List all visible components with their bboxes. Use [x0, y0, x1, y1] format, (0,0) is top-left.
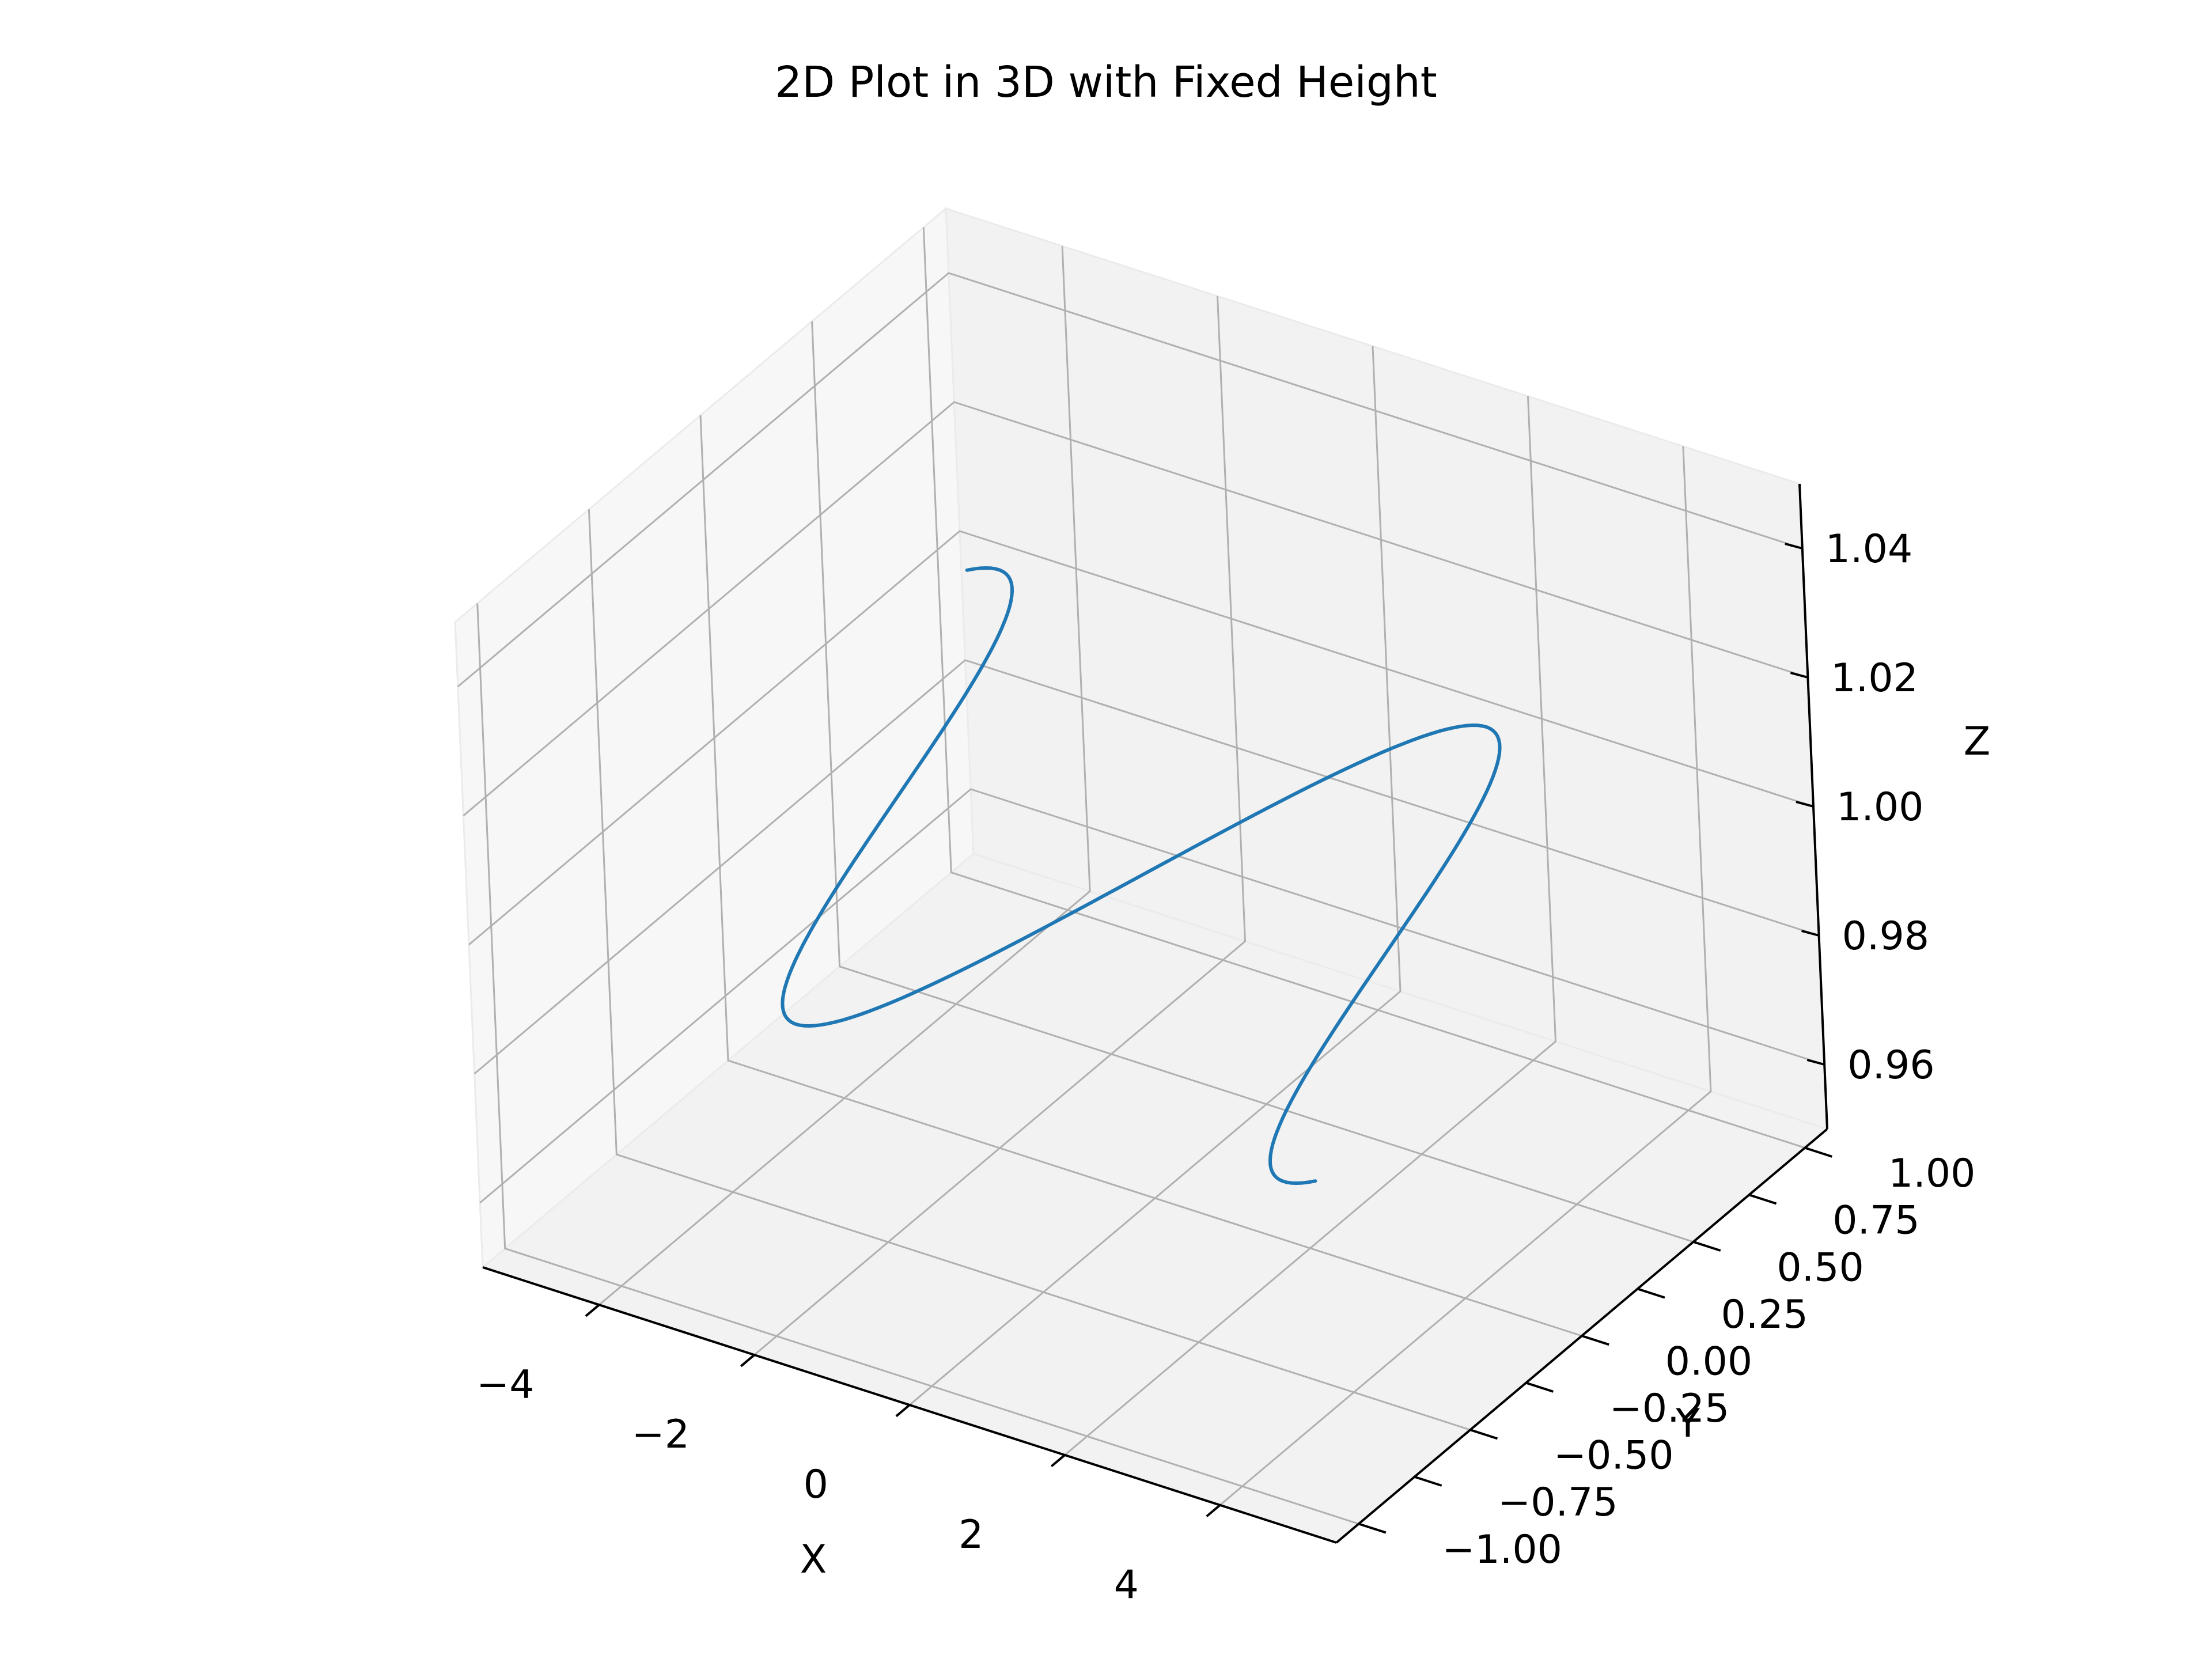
- x-tick-mark: [895, 1404, 911, 1418]
- z-tick-mark: [1790, 672, 1808, 679]
- x-tick-mark: [1206, 1504, 1221, 1517]
- x-gridline: [599, 246, 1091, 1306]
- x-tick-label: 4: [1114, 1562, 1139, 1608]
- tick-marks: −4−2024−1.00−0.75−0.50−0.250.000.250.500…: [476, 527, 1975, 1608]
- y-gridline: [922, 227, 1805, 1149]
- y-tick-label: 0.75: [1832, 1198, 1919, 1244]
- z-tick-label: 1.00: [1836, 785, 1923, 830]
- series-line: [781, 566, 1502, 1185]
- z-tick-label: 0.98: [1842, 914, 1929, 959]
- y-tick-mark: [1581, 1335, 1609, 1346]
- chart-title: 2D Plot in 3D with Fixed Height: [775, 58, 1437, 107]
- y-tick-label: 1.00: [1888, 1151, 1975, 1196]
- y-axis-label: Y: [1675, 1401, 1700, 1446]
- z-gridline: [457, 272, 1803, 688]
- z-gridline: [474, 659, 1820, 1075]
- x-gridline: [909, 346, 1402, 1406]
- x-tick-mark: [1050, 1454, 1066, 1468]
- y-tick-label: 0.00: [1665, 1339, 1752, 1385]
- y-gridline: [476, 603, 1359, 1525]
- z-gridline: [463, 401, 1808, 817]
- z-axis-label: Z: [1964, 719, 1991, 764]
- z-tick-mark: [1796, 801, 1814, 808]
- y-tick-label: −0.75: [1498, 1480, 1618, 1525]
- x-gridline: [753, 296, 1247, 1356]
- z-gridline: [479, 788, 1825, 1204]
- x-axis-label: X: [800, 1537, 827, 1582]
- y-tick-mark: [1693, 1240, 1721, 1252]
- y-tick-mark: [1414, 1475, 1442, 1487]
- x-tick-label: −2: [632, 1412, 690, 1457]
- z-tick-mark: [1806, 1059, 1825, 1066]
- y-tick-label: −0.50: [1554, 1433, 1673, 1479]
- x-tick-label: 0: [804, 1462, 828, 1508]
- z-tick-label: 1.04: [1825, 527, 1912, 572]
- gridlines: [457, 227, 1825, 1525]
- z-tick-label: 1.02: [1831, 656, 1918, 701]
- y-gridline: [699, 415, 1582, 1337]
- x-gridline: [1219, 446, 1712, 1506]
- y-tick-label: −0.25: [1609, 1386, 1729, 1431]
- z-tick-mark: [1785, 543, 1803, 550]
- series-group: [781, 566, 1502, 1185]
- y-tick-mark: [1804, 1146, 1833, 1158]
- y-gridline: [811, 321, 1694, 1243]
- y-tick-mark: [1525, 1381, 1554, 1393]
- y-tick-mark: [1358, 1522, 1387, 1534]
- z-tick-mark: [1801, 930, 1820, 937]
- z-tick-label: 0.96: [1847, 1043, 1934, 1088]
- y-tick-label: 0.50: [1777, 1245, 1863, 1290]
- x-tick-mark: [585, 1304, 600, 1317]
- y-tick-label: −1.00: [1442, 1527, 1562, 1573]
- y-tick-mark: [1748, 1194, 1777, 1205]
- y-gridline: [588, 509, 1471, 1431]
- x-tick-mark: [740, 1354, 755, 1368]
- x-gridline: [1064, 396, 1557, 1456]
- y-tick-label: 0.25: [1721, 1292, 1808, 1338]
- y-tick-mark: [1469, 1429, 1498, 1440]
- x-tick-label: −4: [476, 1362, 534, 1407]
- y-tick-mark: [1637, 1287, 1665, 1299]
- x-tick-label: 2: [959, 1512, 983, 1558]
- z-gridline: [468, 530, 1814, 946]
